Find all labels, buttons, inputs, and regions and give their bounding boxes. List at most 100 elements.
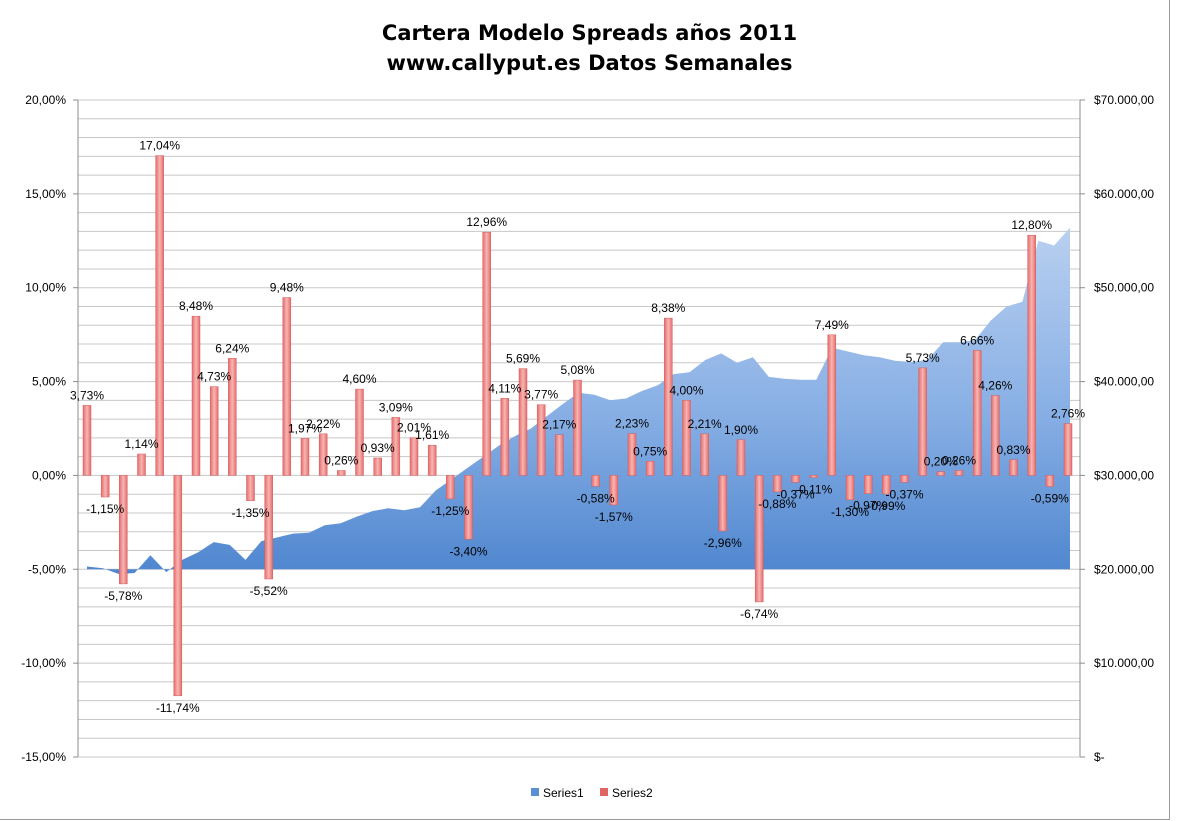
bar-data-label: -0,99%	[867, 499, 905, 513]
bar-data-label: 12,80%	[1011, 218, 1052, 232]
series2-bar	[664, 317, 673, 476]
left-tick-label: 0,00%	[32, 468, 66, 482]
bar-data-label: 2,17%	[542, 418, 576, 432]
bar-data-label: 5,73%	[906, 351, 940, 365]
bar-data-label: 3,77%	[524, 388, 558, 402]
left-tick-label: 20,00%	[25, 93, 66, 107]
series2-bar	[1009, 459, 1018, 476]
bar-data-label: 12,96%	[466, 215, 507, 229]
series2-bar	[137, 453, 146, 476]
bar-data-label: 4,73%	[197, 370, 231, 384]
bar-data-label: 1,97%	[288, 421, 322, 435]
series2-bar	[155, 155, 164, 476]
series2-bar	[100, 475, 110, 498]
bar-data-label: 8,48%	[179, 299, 213, 313]
series2-bar	[337, 470, 346, 476]
bar-data-label: 2,76%	[1051, 407, 1085, 421]
left-axis-ticks: -15,00% -10,00% -5,00% 0,00% 5,00% 10,00% 15,0…	[21, 93, 78, 764]
chart-title: Cartera Modelo Spreads años 2011 www.cal…	[0, 18, 1179, 78]
bar-data-label: 0,26%	[942, 454, 976, 468]
series2-bar	[209, 386, 219, 476]
bar-data-label: -5,78%	[104, 589, 142, 603]
right-tick-label: $30.000,00	[1094, 468, 1154, 482]
bar-data-label: -1,57%	[595, 510, 633, 524]
series2-bar	[609, 475, 619, 506]
bar-data-label: -3,40%	[449, 544, 487, 558]
right-tick-label: $20.000,00	[1094, 562, 1154, 576]
series2-bar	[318, 433, 328, 476]
series2-bar	[754, 475, 764, 603]
bar-data-label: 6,66%	[960, 333, 994, 347]
series2-bar	[246, 475, 255, 501]
right-tick-label: $40.000,00	[1094, 375, 1154, 389]
bar-data-label: -0,37%	[885, 487, 923, 501]
bar-data-label: 7,49%	[815, 318, 849, 332]
bar-data-label: 0,26%	[324, 454, 358, 468]
bar-data-label: -0,11%	[795, 483, 832, 497]
left-tick-label: -10,00%	[21, 656, 66, 670]
right-tick-label: $10.000,00	[1094, 656, 1154, 670]
bar-data-label: -2,96%	[704, 536, 742, 550]
bar-data-label: 2,22%	[306, 417, 340, 431]
series2-bar	[82, 405, 92, 476]
right-tick-label: $60.000,00	[1094, 187, 1154, 201]
bar-data-label: 3,09%	[379, 400, 413, 414]
right-axis-ticks: $- $10.000,00 $20.000,00 $30.000,00 $40.000,…	[1080, 93, 1154, 764]
series2-bar	[736, 439, 746, 476]
series2-bar	[282, 297, 292, 476]
legend: Series1 Series2	[531, 786, 653, 800]
bar-data-label: 4,26%	[978, 379, 1012, 393]
series2-bar	[827, 334, 837, 476]
chart-title-line1: Cartera Modelo Spreads años 2011	[381, 21, 798, 45]
series2-bar	[1027, 234, 1036, 476]
bar-data-label: -1,30%	[831, 505, 869, 519]
bar-data-label: -1,15%	[86, 502, 124, 516]
bar-data-label: 3,73%	[70, 388, 104, 402]
bar-data-label: 0,93%	[361, 441, 395, 455]
series2-bar	[645, 461, 655, 476]
bar-data-label: 17,04%	[139, 139, 180, 153]
series2-bar	[682, 400, 691, 476]
series2-bar	[918, 367, 927, 476]
series2-bar	[300, 438, 310, 476]
series2-bar	[264, 475, 273, 580]
bar-data-label: -0,59%	[1031, 492, 1069, 506]
bar-data-label: -0,97%	[849, 499, 887, 513]
series2-bar	[936, 471, 946, 476]
bar-data-label: -0,58%	[577, 491, 615, 505]
series2-bar	[773, 475, 782, 493]
bar-data-label: 4,60%	[342, 372, 376, 386]
left-tick-label: 5,00%	[32, 375, 66, 389]
legend-label-series1: Series1	[543, 786, 584, 800]
bar-data-label: -6,74%	[740, 607, 778, 621]
series2-bar	[119, 475, 128, 585]
series2-bar	[991, 395, 1000, 476]
bar-data-label: 5,08%	[560, 363, 594, 377]
series2-bar	[791, 475, 800, 483]
bar-data-labels: 3,73% -1,15% -5,78% 1,14% 17,04% -11,74% 8,48%…	[70, 139, 1085, 715]
series2-bar	[573, 379, 582, 476]
bar-data-label: 4,00%	[669, 383, 703, 397]
bar-data-label: 0,83%	[996, 443, 1030, 457]
bar-data-label: 0,75%	[633, 444, 667, 458]
series2-bar	[427, 444, 437, 476]
bar-data-label: 9,48%	[270, 281, 304, 295]
series2-bar	[373, 457, 382, 476]
bar-data-label: -5,52%	[250, 584, 288, 598]
left-tick-label: -15,00%	[21, 750, 66, 764]
series2-bar	[700, 433, 709, 476]
series2-bar	[1063, 423, 1073, 476]
bar-data-label: 2,21%	[688, 417, 722, 431]
series2-bar	[409, 437, 419, 476]
series2-bar	[173, 475, 183, 697]
series2-bar	[900, 475, 909, 483]
right-tick-label: $50.000,00	[1094, 281, 1154, 295]
series2-bar	[518, 368, 528, 476]
series2-bar	[446, 475, 455, 500]
bar-data-label: -0,37%	[776, 487, 814, 501]
series2-bar	[809, 475, 818, 478]
series2-bar	[972, 350, 982, 476]
bar-data-label: -1,25%	[431, 504, 469, 518]
series2-bar	[482, 231, 491, 476]
